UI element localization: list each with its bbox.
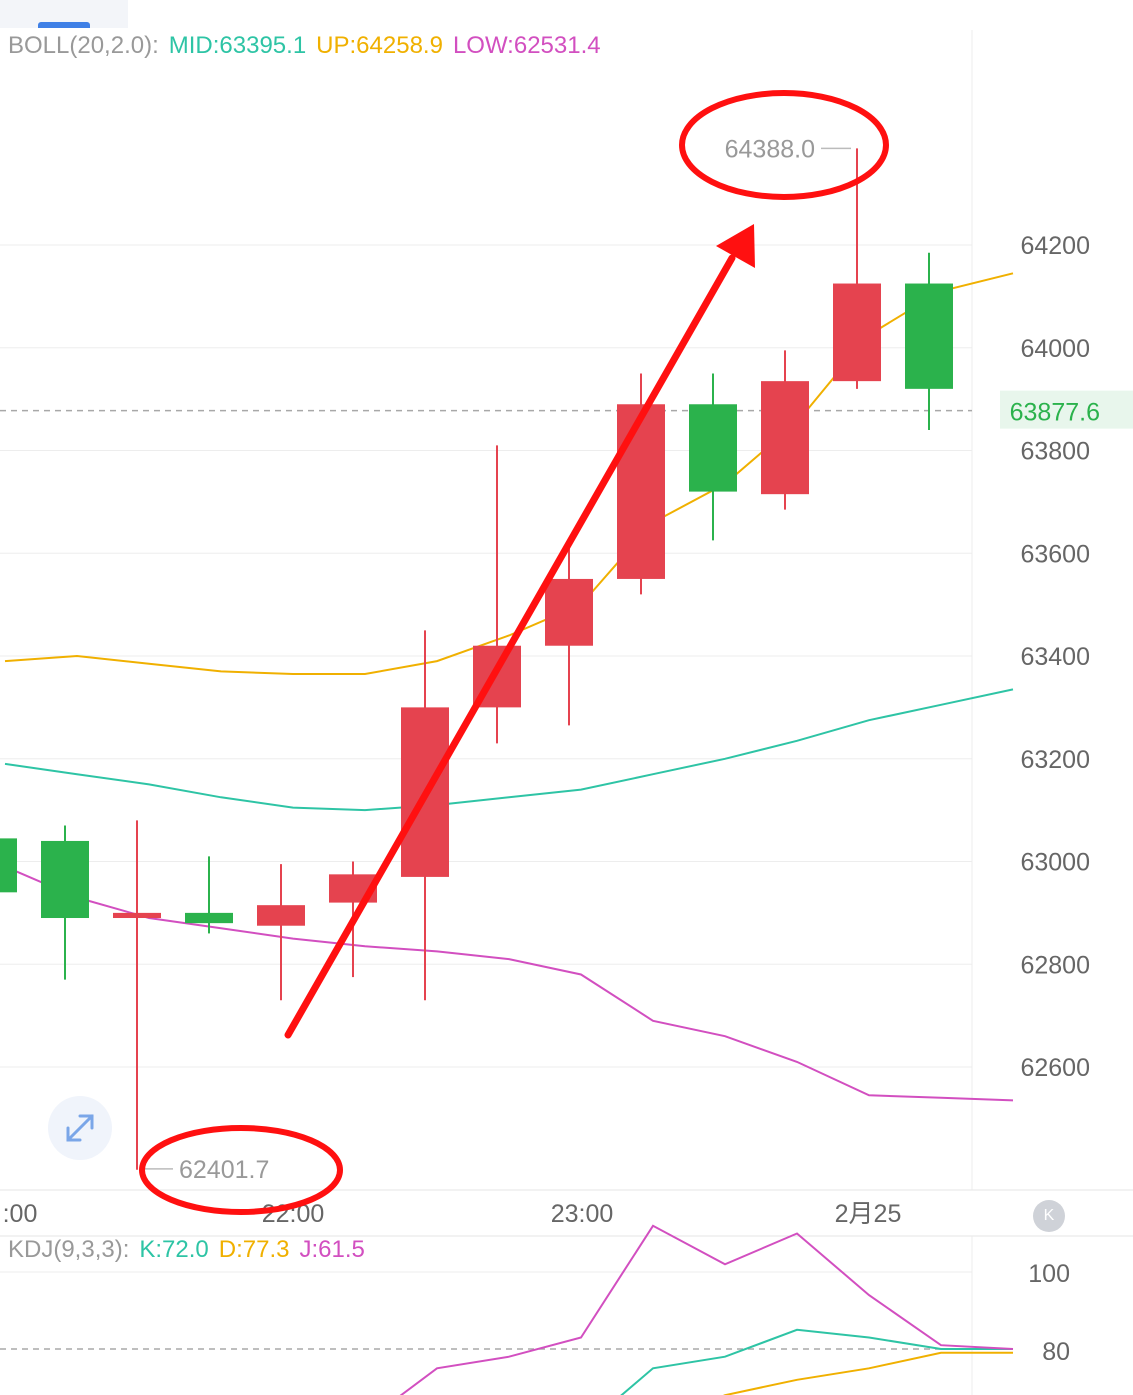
y-tick-label: 63600 [1020, 540, 1090, 568]
kdj-d-line [722, 1351, 1013, 1395]
expand-button[interactable] [48, 1096, 112, 1160]
x-tick-label: 2月25 [835, 1200, 902, 1228]
candle-body [113, 912, 161, 919]
boll-low-line [4, 865, 1014, 1102]
y-tick-label: 62800 [1020, 951, 1090, 979]
kdj-indicator-label: KDJ(9,3,3): K:72.0 D:77.3 J:61.5 [8, 1236, 375, 1264]
candle-body [185, 912, 233, 924]
trend-arrow-shaft [284, 254, 736, 1039]
candle-body [905, 283, 953, 389]
y-tick-label: 62600 [1020, 1054, 1090, 1082]
low-circle [139, 1125, 343, 1215]
y-tick-label: 63400 [1020, 643, 1090, 671]
current-price-label: 63877.6 [1010, 399, 1100, 427]
high-circle [679, 90, 889, 200]
y-tick-label: 63200 [1020, 746, 1090, 774]
candle-body [689, 404, 737, 492]
kdj-axis-label: 80 [1042, 1338, 1070, 1366]
kdj-j-value: J:61.5 [299, 1236, 365, 1263]
boll-up-value: UP:64258.9 [316, 32, 443, 59]
x-tick-label: :00 [3, 1200, 38, 1228]
kdj-k-value: K:72.0 [139, 1236, 209, 1263]
candle-body [617, 404, 665, 579]
kdj-params: KDJ(9,3,3): [8, 1236, 130, 1263]
boll-low-value: LOW:62531.4 [452, 32, 601, 59]
candle-body [0, 838, 17, 893]
x-axis: :00 22:00 23:00 2月25 [3, 1200, 902, 1228]
k-line-button[interactable]: K [1033, 1200, 1065, 1232]
candle-body [545, 578, 593, 646]
boll-mid-line [4, 688, 1014, 812]
grid-lines [0, 30, 1133, 1191]
kdj-axis-label: 100 [1028, 1260, 1070, 1288]
kdj-k-line [620, 1328, 1013, 1395]
x-tick-label: 23:00 [551, 1200, 614, 1228]
candle-body [41, 840, 89, 919]
boll-mid-value: MID:63395.1 [168, 32, 307, 59]
kdj-j-line [399, 1224, 1014, 1395]
boll-params: BOLL(20,2.0): [8, 32, 159, 59]
annotations: 64388.0 62401.7 [139, 90, 889, 1215]
top-tab-indicator [0, 0, 128, 28]
kdj-d-value: D:77.3 [218, 1236, 290, 1263]
low-marker-label: 62401.7 [179, 1156, 269, 1184]
candle-body [761, 381, 809, 495]
bollinger-bands: 63877.6 [0, 272, 1133, 1102]
trend-arrow-head [716, 224, 755, 268]
y-tick-label: 64200 [1020, 232, 1090, 260]
y-axis: 62600 62800 63000 63200 63400 63600 63800 64000… [1020, 232, 1090, 1082]
candlesticks [0, 148, 953, 1170]
expand-diagonal-icon [66, 1114, 94, 1142]
candle-body [257, 905, 305, 926]
y-tick-label: 63800 [1020, 438, 1090, 466]
high-marker-label: 64388.0 [725, 135, 815, 163]
y-tick-label: 64000 [1020, 335, 1090, 363]
boll-indicator-label: BOLL(20,2.0): MID:63395.1 UP:64258.9 LOW:62… [8, 32, 611, 60]
current-price-tag [1000, 390, 1133, 429]
kdj-panel: 100 80 [0, 1224, 1133, 1395]
y-tick-label: 63000 [1020, 849, 1090, 877]
candle-body [833, 283, 881, 382]
